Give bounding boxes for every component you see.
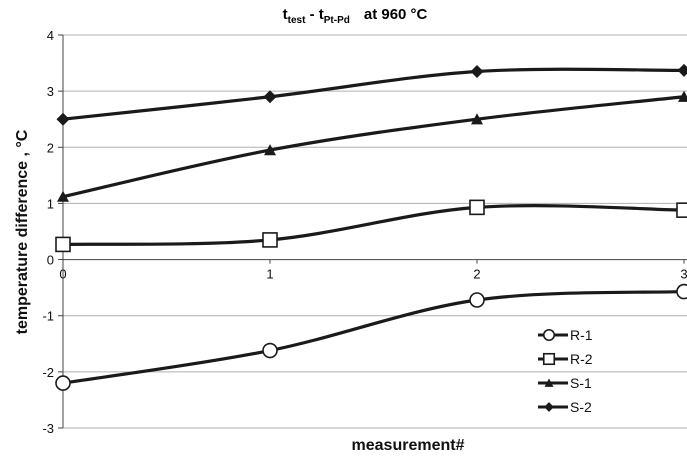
title-t-ptpd: t bbox=[319, 6, 324, 23]
title-t-test: t bbox=[283, 6, 288, 23]
point-s-1-2 bbox=[471, 113, 483, 125]
legend-label-r-1: R-1 bbox=[570, 327, 593, 343]
point-r-1-0 bbox=[55, 375, 71, 391]
point-r-2-3 bbox=[676, 202, 687, 218]
point-r-1-3 bbox=[676, 283, 687, 300]
title-sub-ptpd: Pt-Pd bbox=[324, 15, 350, 26]
point-r-2-2 bbox=[469, 199, 485, 216]
legend-marker-r-1 bbox=[542, 328, 556, 342]
series-layer bbox=[55, 63, 687, 391]
point-r-1-1 bbox=[262, 342, 278, 359]
grid-lines bbox=[63, 34, 687, 429]
series-line-s-2 bbox=[62, 67, 685, 121]
point-s-2-0 bbox=[56, 112, 70, 126]
point-s-1-3 bbox=[678, 90, 687, 102]
y-tick-label--2: -2 bbox=[42, 365, 54, 380]
series-line-s-1 bbox=[62, 95, 685, 199]
point-s-2-1 bbox=[263, 90, 277, 104]
y-tick-label-2: 2 bbox=[47, 140, 54, 155]
title-sub-test: test bbox=[288, 15, 306, 26]
point-s-2-3 bbox=[677, 63, 687, 77]
point-r-2-0 bbox=[55, 236, 71, 253]
legend-marker-s-1 bbox=[544, 378, 554, 387]
x-tick-label-0: 0 bbox=[59, 267, 66, 282]
legend-label-s-1: S-1 bbox=[570, 375, 592, 391]
chart-title: ttest - tPt-Pd at 960 °C bbox=[283, 6, 428, 26]
point-s-1-1 bbox=[264, 144, 276, 156]
title-suffix: at 960 °C bbox=[364, 6, 428, 23]
series-line-r-2 bbox=[62, 204, 685, 247]
axes: -3 -2 -1 0 1 2 3 4 0 1 2 3 bbox=[42, 28, 687, 436]
legend-marker-r-2 bbox=[542, 352, 556, 366]
legend-label-r-2: R-2 bbox=[570, 351, 593, 367]
y-tick-label-4: 4 bbox=[47, 28, 54, 43]
point-s-2-2 bbox=[470, 64, 484, 78]
legend: R-1 R-2 S-1 S-2 bbox=[538, 327, 593, 415]
point-s-1-0 bbox=[57, 190, 69, 202]
x-tick-label-2: 2 bbox=[473, 267, 480, 282]
title-separator: - bbox=[305, 6, 318, 23]
point-r-2-1 bbox=[262, 232, 278, 248]
x-tick-label-1: 1 bbox=[266, 267, 273, 282]
y-tick-label--1: -1 bbox=[42, 309, 54, 324]
series-line-r-1 bbox=[62, 289, 685, 385]
x-tick-label-3: 3 bbox=[680, 267, 687, 282]
y-tick-label--3: -3 bbox=[42, 421, 54, 436]
y-tick-label-0: 0 bbox=[47, 253, 54, 268]
y-tick-label-3: 3 bbox=[47, 84, 54, 99]
y-axis-label: temperature difference , °C bbox=[14, 129, 31, 334]
y-tick-label-1: 1 bbox=[47, 196, 54, 211]
point-r-1-2 bbox=[469, 292, 485, 308]
x-axis-label: measurement# bbox=[352, 437, 465, 454]
legend-marker-s-2 bbox=[544, 402, 554, 412]
legend-label-s-2: S-2 bbox=[570, 399, 592, 415]
